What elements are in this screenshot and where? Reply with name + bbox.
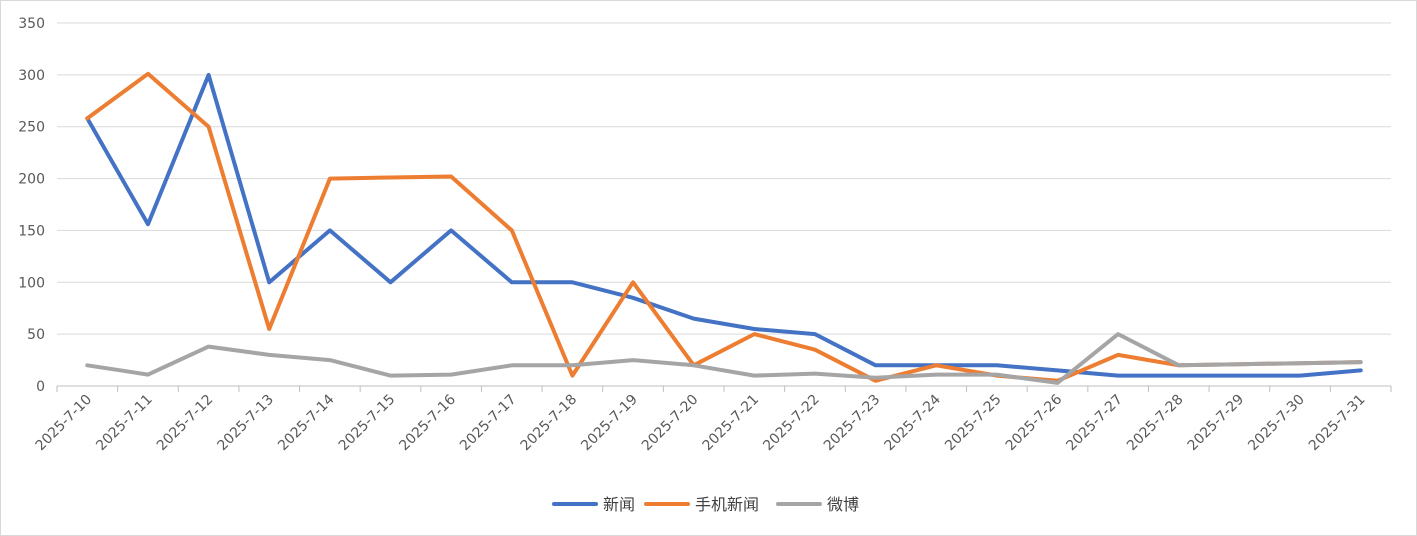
y-tick-label: 250 [18, 120, 45, 136]
x-tick-label: 2025-7-12 [154, 392, 217, 455]
x-tick-label: 2025-7-23 [821, 392, 884, 455]
x-tick-label: 2025-7-15 [336, 392, 399, 455]
legend: 新闻 手机新闻 微博 [552, 495, 859, 514]
x-tick-label: 2025-7-20 [639, 392, 702, 455]
x-tick-label: 2025-7-21 [700, 392, 763, 455]
legend-label-3: 微博 [827, 495, 859, 514]
series-line-1 [85, 72, 1363, 378]
x-tick-label: 2025-7-19 [578, 392, 641, 455]
x-tick-label: 2025-7-25 [942, 392, 1005, 455]
x-tick-label: 2025-7-22 [760, 392, 823, 455]
x-tick-label: 2025-7-13 [214, 392, 277, 455]
y-tick-label: 0 [36, 379, 45, 395]
x-tick-label: 2025-7-28 [1124, 392, 1187, 455]
legend-label-1: 新闻 [603, 495, 635, 514]
x-tick-label: 2025-7-29 [1185, 392, 1248, 455]
x-tick-label: 2025-7-18 [518, 392, 581, 455]
y-tick-label: 300 [18, 68, 45, 84]
x-tick-label: 2025-7-11 [93, 392, 156, 455]
x-tick-label: 2025-7-24 [881, 391, 944, 454]
x-tick-label: 2025-7-26 [1003, 391, 1066, 454]
x-tick-label: 2025-7-10 [33, 392, 96, 455]
x-tick-label: 2025-7-14 [275, 391, 338, 454]
x-tick-label: 2025-7-17 [457, 392, 520, 455]
y-tick-label: 200 [18, 172, 45, 188]
x-axis: 2025-7-102025-7-112025-7-122025-7-132025… [33, 385, 1392, 455]
series-line-2 [85, 71, 1363, 383]
series-line-3 [85, 332, 1363, 385]
y-tick-label: 50 [27, 327, 45, 343]
x-tick-label: 2025-7-27 [1063, 392, 1126, 455]
series-lines [85, 71, 1363, 385]
x-tick-label: 2025-7-31 [1306, 392, 1369, 455]
y-tick-label: 150 [18, 223, 45, 239]
x-tick-label: 2025-7-30 [1245, 392, 1308, 455]
y-axis: 0 50 100 150 200 250 300 350 [18, 16, 45, 395]
legend-label-2: 手机新闻 [695, 495, 759, 514]
y-tick-label: 350 [18, 16, 45, 32]
y-tick-label: 100 [18, 275, 45, 291]
gridlines [57, 22, 1391, 335]
x-tick-label: 2025-7-16 [396, 391, 459, 454]
